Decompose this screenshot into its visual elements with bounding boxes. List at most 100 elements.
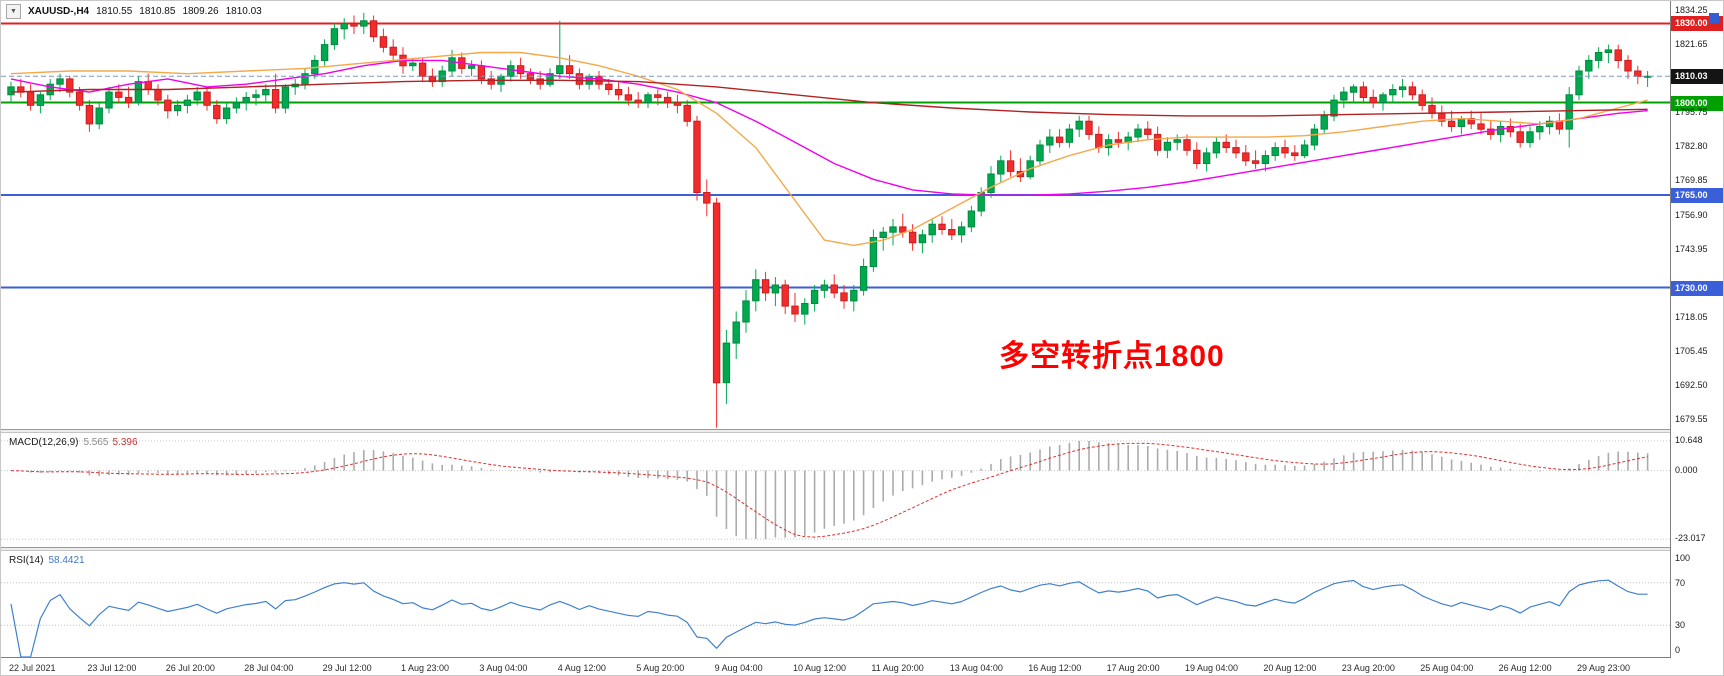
- candle: [1310, 128, 1319, 146]
- candle: [850, 289, 858, 302]
- main-chart-canvas[interactable]: [1, 1, 1670, 429]
- candle: [801, 303, 809, 315]
- candle: [810, 289, 819, 304]
- price-level-badge: 1810.03: [1671, 69, 1723, 84]
- candle: [1496, 126, 1505, 135]
- candle: [350, 23, 358, 27]
- candle: [330, 28, 339, 46]
- candle: [1055, 136, 1064, 143]
- candle: [369, 20, 378, 38]
- candle: [869, 237, 878, 268]
- candle: [173, 104, 182, 112]
- candle: [546, 73, 554, 85]
- chart-shift-marker[interactable]: [1709, 13, 1719, 23]
- time-axis-label: 28 Jul 04:00: [244, 663, 294, 673]
- candle: [271, 89, 280, 109]
- candle: [1281, 147, 1289, 154]
- price-axis-label: 1705.45: [1675, 346, 1708, 356]
- candle: [997, 160, 1005, 175]
- candle: [1369, 96, 1377, 104]
- candle: [105, 91, 113, 109]
- ohlc-high: 1810.85: [139, 6, 176, 17]
- time-axis-label: 3 Aug 04:00: [479, 663, 528, 673]
- candle: [1261, 155, 1270, 165]
- ma-magenta: [10, 59, 1648, 196]
- candle: [1153, 133, 1162, 151]
- candle: [213, 104, 221, 120]
- time-axis-label: 29 Jul 12:00: [322, 663, 372, 673]
- candle: [1536, 126, 1544, 133]
- candle: [507, 65, 515, 77]
- candle: [1545, 120, 1554, 127]
- candle: [340, 23, 348, 30]
- candle: [565, 65, 574, 75]
- time-axis-label: 22 Jul 2021: [9, 663, 56, 673]
- candle: [36, 94, 45, 106]
- time-axis-label: 20 Aug 12:00: [1263, 663, 1317, 673]
- time-axis-label: 25 Aug 04:00: [1420, 663, 1474, 673]
- candle: [1212, 141, 1221, 154]
- time-axis-label: 16 Aug 12:00: [1028, 663, 1082, 673]
- price-axis[interactable]: 1834.25 1830.00 1821.65 1810.03 1800.00 1795.…: [1670, 1, 1723, 658]
- candle: [1163, 141, 1172, 151]
- candle: [134, 81, 143, 104]
- macd-pane-canvas[interactable]: [1, 433, 1670, 547]
- time-axis-label: 5 Aug 20:00: [636, 663, 685, 673]
- ohlc-close: 1810.03: [225, 6, 262, 17]
- ma-red: [10, 79, 1648, 117]
- rsi-axis-label: 100: [1675, 553, 1691, 563]
- candle: [683, 104, 691, 122]
- symbol-dropdown-icon[interactable]: ▼: [6, 4, 21, 19]
- candle: [124, 96, 133, 104]
- candle: [1477, 123, 1485, 130]
- candle: [46, 83, 54, 96]
- candle: [1408, 86, 1417, 96]
- candle: [203, 91, 211, 106]
- price-axis-label: 1718.05: [1675, 312, 1708, 322]
- candle: [820, 284, 829, 291]
- candle: [1085, 120, 1093, 135]
- candle: [556, 65, 564, 75]
- candle: [938, 223, 946, 230]
- candle: [673, 102, 682, 106]
- candle: [232, 102, 241, 109]
- macd-axis-label: -23.017: [1675, 533, 1706, 543]
- price-axis-label: 1692.50: [1675, 380, 1708, 390]
- symbol-label: XAUUSD-,H4: [28, 6, 90, 17]
- candle: [1232, 147, 1240, 154]
- rsi-line: [10, 579, 1648, 657]
- candle: [1398, 86, 1407, 91]
- candle: [1075, 120, 1083, 130]
- time-axis-label: 4 Aug 12:00: [557, 663, 606, 673]
- time-axis[interactable]: 22 Jul 2021 23 Jul 12:00 26 Jul 20:00 28 Ju…: [1, 657, 1723, 675]
- annotation-text[interactable]: 多空转折点1800: [999, 340, 1225, 373]
- candle: [1575, 70, 1583, 96]
- pane-separator[interactable]: [1, 429, 1723, 433]
- candle: [262, 89, 270, 96]
- candle: [859, 266, 868, 291]
- candle: [1095, 133, 1103, 149]
- time-axis-label: 26 Jul 20:00: [165, 663, 215, 673]
- time-axis-label: 9 Aug 04:00: [714, 663, 763, 673]
- candle: [1144, 128, 1152, 135]
- candle: [1428, 104, 1436, 114]
- candle: [115, 91, 123, 98]
- rsi-pane-canvas[interactable]: [1, 551, 1670, 657]
- candle: [1183, 139, 1191, 151]
- candle: [66, 78, 74, 93]
- candle: [987, 173, 995, 193]
- candle: [1114, 139, 1123, 143]
- candle: [948, 229, 956, 236]
- candle: [771, 284, 780, 294]
- candle: [830, 284, 838, 294]
- candle: [7, 86, 15, 96]
- candle: [477, 65, 486, 80]
- price-axis-label: 1743.95: [1675, 244, 1708, 254]
- rsi-axis-label: 0: [1675, 645, 1681, 655]
- candle: [144, 81, 152, 90]
- pane-separator[interactable]: [1, 547, 1723, 551]
- candle: [1418, 94, 1426, 106]
- candle: [1036, 144, 1044, 162]
- candle: [95, 107, 103, 125]
- macd-name: MACD(12,26,9): [9, 437, 79, 448]
